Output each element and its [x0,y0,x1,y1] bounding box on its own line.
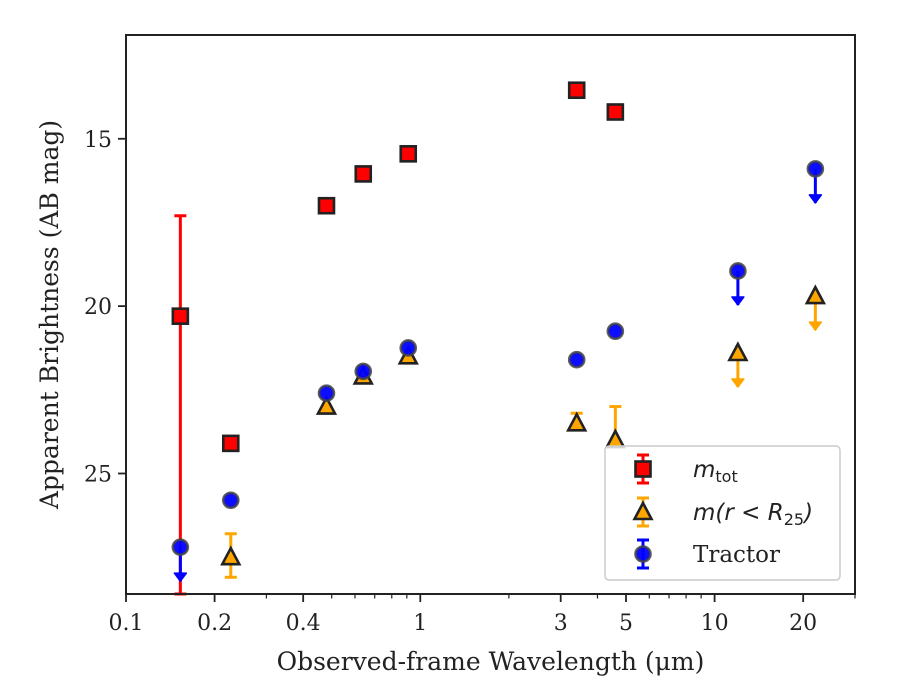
circle-point [729,262,747,280]
x-tick-label: 3 [554,611,568,636]
legend: mtot m(r < R25) Tractor [604,445,841,581]
x-tick-label: 0.1 [109,611,144,636]
circle-point [399,339,418,357]
square-point [171,307,190,325]
triangle-point [566,411,588,432]
markers-layer [171,81,827,566]
circle-point [221,491,240,510]
y-tick-label: 20 [84,295,112,320]
legend-triangle-marker [632,500,654,521]
circle-point [171,538,190,556]
triangle-point [604,428,627,449]
square-point [399,145,418,163]
ticks-layer: 0.1 0.2 0.4 1 3 5 10 20 15 20 25 [84,128,856,636]
square-point [354,165,373,183]
circle-upper-limit-arrow-head [731,296,745,306]
y-axis-label: Apparent Brightness (AB mag) [35,120,64,510]
x-tick-label: 0.4 [286,611,321,636]
plot-frame [125,34,856,595]
circle-point [606,322,625,341]
x-tick-label: 10 [701,611,729,636]
square-point [221,434,240,453]
legend-circle-marker [634,545,652,563]
x-tick-label: 5 [619,611,633,636]
circle-upper-limit-arrow-head [173,572,188,582]
x-axis-label: Observed-frame Wavelength (μm) [277,647,705,676]
triangle-point [220,545,242,566]
square-point [567,81,586,100]
x-tick-label: 0.2 [197,611,232,636]
triangle-upper-limit-arrow-head [731,378,745,388]
circle-point [354,362,373,381]
triangle-upper-limit-arrow-head [808,321,823,331]
triangle-point [727,341,749,362]
circle-point [317,384,336,402]
legend-box [604,445,841,581]
circle-point [567,350,586,369]
circle-point [806,160,825,178]
circle-upper-limit-arrow-head [808,194,823,204]
square-point [606,103,625,121]
triangle-point [315,394,338,415]
legend-square-marker [634,460,652,478]
y-tick-label: 15 [84,128,112,153]
legend-label: m(r < R25) [693,500,813,529]
y-tick-label: 25 [84,462,112,487]
x-tick-label: 20 [789,611,817,636]
triangle-point [804,284,827,305]
legend-label: mtot [693,457,738,486]
legend-label: Tractor [693,542,780,568]
square-point [317,196,336,215]
x-tick-label: 1 [413,611,427,636]
